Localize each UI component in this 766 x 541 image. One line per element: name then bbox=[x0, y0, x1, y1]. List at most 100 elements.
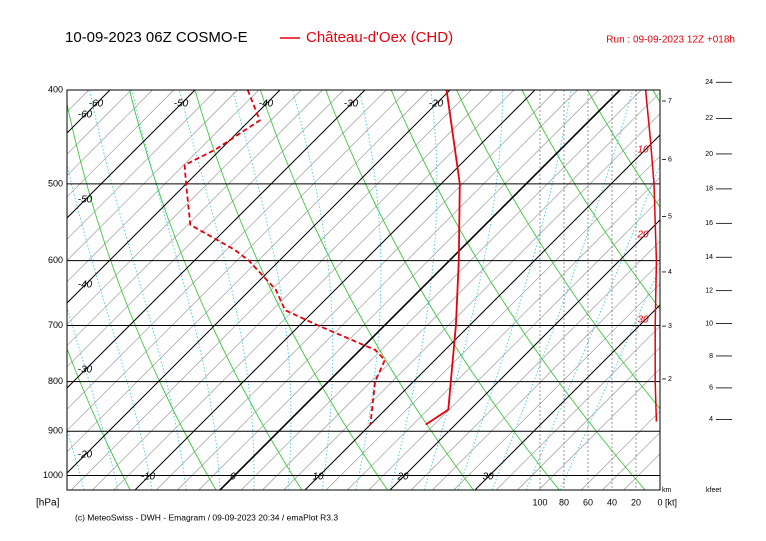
isotherm-label: -40 bbox=[259, 99, 274, 110]
plot-foreground: 100 80 60 40 20 0-60-60-50-50-40-40-30-30-20-… bbox=[43, 79, 732, 507]
wind-label: 10 bbox=[637, 145, 649, 156]
chart-title: 10-09-2023 06Z COSMO-E bbox=[65, 29, 248, 46]
plot-background bbox=[0, 90, 766, 490]
isotherm bbox=[389, 219, 660, 490]
dry-adiabat bbox=[456, 90, 660, 410]
isotherm-minor bbox=[92, 90, 493, 490]
isotherm-minor bbox=[262, 92, 660, 490]
isotherm-label: -20 bbox=[78, 450, 93, 461]
y-tick-label: 1000 bbox=[43, 470, 63, 480]
isotherm-minor bbox=[538, 368, 660, 490]
km-tick-label: 7 bbox=[668, 98, 672, 105]
isotherm-minor bbox=[411, 240, 660, 490]
isotherm-label: -30 bbox=[344, 99, 359, 110]
kfeet-tick-label: 18 bbox=[705, 186, 713, 193]
isotherm bbox=[67, 90, 451, 474]
wind-label: 20 bbox=[636, 230, 649, 241]
km-tick-label: 4 bbox=[668, 269, 672, 276]
wind-tick-label: 40 bbox=[607, 497, 617, 507]
dry-adiabat bbox=[521, 90, 660, 310]
run-label: Run : 09-09-2023 12Z +018h bbox=[606, 35, 735, 46]
isotherm-label: -50 bbox=[78, 195, 93, 206]
isotherm-minor bbox=[326, 155, 660, 490]
isotherm-minor bbox=[67, 90, 344, 368]
legend-label: Château-d'Oex (CHD) bbox=[306, 29, 453, 46]
kfeet-label: kfeet bbox=[706, 487, 721, 494]
moist-adiabat bbox=[67, 163, 153, 490]
isotherm-minor bbox=[67, 90, 408, 431]
moist-adiabat bbox=[89, 90, 187, 490]
isotherm-minor bbox=[67, 90, 302, 325]
dry-adiabat bbox=[390, 90, 646, 490]
moist-adiabat bbox=[355, 90, 382, 490]
kfeet-tick-label: 12 bbox=[705, 287, 713, 294]
kfeet-tick-label: 10 bbox=[705, 320, 713, 327]
isotherm-label: -40 bbox=[78, 280, 93, 291]
isotherm-label: -20 bbox=[429, 99, 444, 110]
isotherm bbox=[219, 90, 621, 490]
kfeet-tick-label: 8 bbox=[709, 353, 713, 360]
isotherm-label: -10 bbox=[141, 472, 156, 483]
dry-adiabat bbox=[67, 101, 217, 490]
isotherm bbox=[474, 304, 660, 490]
isotherm-minor bbox=[581, 410, 660, 490]
moist-adiabat bbox=[232, 90, 292, 490]
wind-speed-line bbox=[644, 89, 658, 422]
isotherm-minor bbox=[709, 90, 766, 490]
isotherm-minor bbox=[347, 177, 660, 490]
km-label: km bbox=[662, 487, 672, 494]
dry-adiabat bbox=[0, 90, 44, 490]
isotherm-minor bbox=[496, 325, 660, 490]
dry-adiabat bbox=[129, 90, 303, 490]
isotherm-minor bbox=[368, 198, 660, 490]
isotherm-minor bbox=[67, 90, 132, 155]
isotherm-label: -50 bbox=[174, 99, 189, 110]
dry-adiabat bbox=[194, 90, 388, 490]
moist-adiabat bbox=[0, 90, 16, 490]
isotherm-minor bbox=[198, 90, 599, 490]
km-tick-label: 6 bbox=[668, 156, 672, 163]
moist-adiabat bbox=[491, 90, 634, 490]
moist-adiabat bbox=[389, 90, 438, 490]
km-tick-label: 5 bbox=[668, 213, 672, 220]
isotherm-minor bbox=[67, 90, 429, 453]
isotherm-minor bbox=[517, 347, 660, 490]
footer: (c) MeteoSwiss - DWH - Emagram / 09-09-2… bbox=[75, 512, 338, 522]
isotherm-label: 30 bbox=[482, 472, 494, 483]
isotherm-label: 20 bbox=[396, 472, 409, 483]
isotherm-minor bbox=[602, 432, 660, 490]
isotherm-minor bbox=[67, 90, 153, 176]
dry-adiabat bbox=[718, 90, 766, 490]
isotherm-minor bbox=[67, 90, 387, 410]
kfeet-tick-label: 22 bbox=[705, 115, 713, 122]
isotherm-minor bbox=[67, 90, 217, 240]
y-tick-label: 700 bbox=[48, 320, 63, 330]
isotherm-minor bbox=[688, 90, 766, 490]
wind-tick-label: 0 bbox=[657, 497, 662, 507]
wind-label: 30 bbox=[637, 315, 649, 326]
isotherm-minor bbox=[67, 90, 89, 113]
kfeet-tick-label: 4 bbox=[709, 416, 713, 423]
moist-adiabat bbox=[178, 90, 255, 490]
isotherm-minor bbox=[453, 283, 660, 490]
isotherm-minor bbox=[666, 90, 766, 490]
wind-tick-label: 60 bbox=[583, 497, 593, 507]
isotherm-minor bbox=[241, 90, 642, 490]
wind-tick-label: 80 bbox=[559, 497, 569, 507]
isotherm-minor bbox=[113, 90, 514, 490]
isotherm-label: -60 bbox=[89, 99, 104, 110]
isotherm bbox=[67, 90, 281, 304]
isotherm-minor bbox=[432, 262, 660, 490]
wind-tick-label: 100 bbox=[532, 497, 547, 507]
kfeet-tick-label: 6 bbox=[709, 385, 713, 392]
isotherm-label: -30 bbox=[78, 365, 93, 376]
km-tick-label: 2 bbox=[668, 376, 672, 383]
temperature-line bbox=[425, 89, 461, 426]
y-tick-label: 600 bbox=[48, 255, 63, 265]
wind-axis-label: [kt] bbox=[665, 497, 677, 507]
kfeet-tick-label: 24 bbox=[705, 79, 713, 86]
wind-tick-label: 20 bbox=[631, 497, 641, 507]
isotherm-minor bbox=[0, 90, 4, 490]
kfeet-tick-label: 16 bbox=[705, 220, 713, 227]
km-tick-label: 3 bbox=[668, 323, 672, 330]
